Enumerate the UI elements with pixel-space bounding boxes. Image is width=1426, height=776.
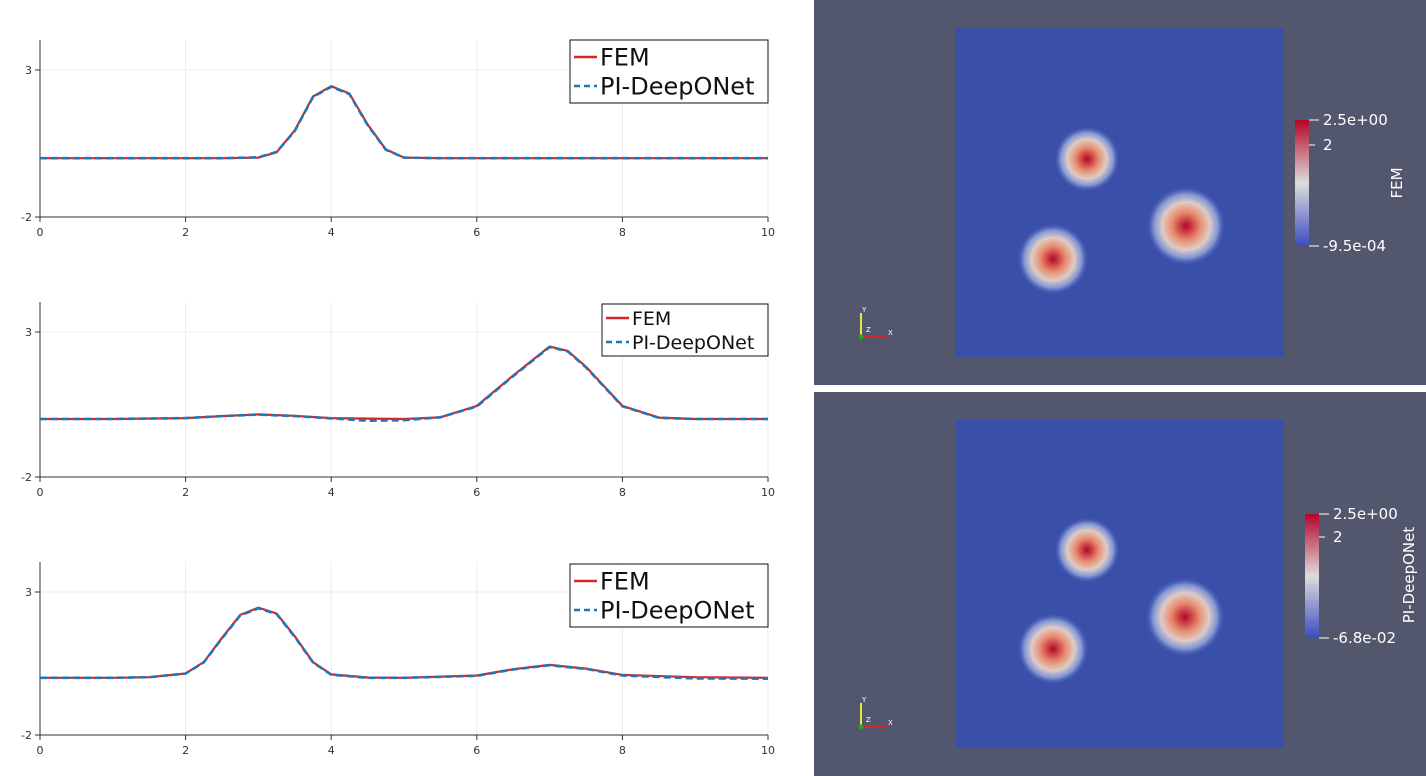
legend-label: PI-DeepONet xyxy=(632,332,754,354)
pideeponet-series-line xyxy=(40,85,768,160)
pideeponet-series-line xyxy=(40,345,768,423)
colorbar-mid-label: 2 xyxy=(1333,528,1343,546)
y-tick-label: -2 xyxy=(21,729,32,742)
x-tick-label: 2 xyxy=(182,744,189,757)
x-tick-label: 0 xyxy=(37,226,44,239)
axis-x-label: X xyxy=(888,719,893,727)
legend-box xyxy=(569,39,769,104)
legend-label: FEM xyxy=(600,44,650,72)
pideeponet-series-line xyxy=(40,606,769,681)
axis-y-label: Y xyxy=(861,696,867,704)
x-tick-label: 0 xyxy=(37,744,44,757)
colorbar-mid-label: 2 xyxy=(1323,136,1333,154)
legend-box xyxy=(569,563,769,628)
orientation-axes-widget: Y Z X xyxy=(858,306,893,340)
heatmap-hotspot xyxy=(1017,613,1089,685)
legend-label: FEM xyxy=(632,308,671,330)
axis-x-label: X xyxy=(888,329,893,337)
x-tick-label: 8 xyxy=(619,744,626,757)
x-tick-label: 10 xyxy=(761,744,775,757)
axis-y-label: Y xyxy=(861,306,867,314)
heatmap-hotspot xyxy=(1017,223,1089,295)
heatmap-hotspot xyxy=(1146,186,1226,266)
fem-heatmap-svg: 2.5e+00 2 -9.5e-04 FEM Y Z X xyxy=(858,28,1406,357)
y-tick-label: 3 xyxy=(25,326,32,339)
x-tick-label: 2 xyxy=(182,226,189,239)
view-separator xyxy=(814,385,1426,392)
x-tick-label: 8 xyxy=(619,226,626,239)
orientation-axes-widget: Y Z X xyxy=(858,696,893,730)
axis-z-label: Z xyxy=(866,716,871,724)
fem-heatmap-view[interactable]: 2.5e+00 2 -9.5e-04 FEM Y Z X xyxy=(814,0,1426,385)
colorbar xyxy=(1305,514,1319,638)
legend-box xyxy=(601,303,769,357)
y-tick-label: -2 xyxy=(21,471,32,484)
x-tick-label: 4 xyxy=(328,744,335,757)
x-tick-label: 4 xyxy=(328,226,335,239)
heatmap-hotspot xyxy=(1145,577,1225,657)
legend-label: PI-DeepONet xyxy=(600,73,754,101)
legend-label: PI-DeepONet xyxy=(600,597,754,625)
x-tick-label: 6 xyxy=(473,744,480,757)
y-tick-label: -2 xyxy=(21,211,32,224)
heatmap-hotspot xyxy=(1054,517,1120,583)
colorbar-min-label: -9.5e-04 xyxy=(1323,237,1386,255)
colorbar-title: FEM xyxy=(1388,167,1406,198)
heatmap-hotspot xyxy=(1054,126,1120,192)
x-tick-label: 0 xyxy=(37,486,44,499)
colorbar-title: PI-DeepONet xyxy=(1400,527,1418,624)
fem-series-line xyxy=(40,345,768,421)
heatmap-domain xyxy=(956,420,1284,748)
x-tick-label: 2 xyxy=(182,486,189,499)
legend-label: FEM xyxy=(600,568,650,596)
heatmap-domain xyxy=(955,28,1284,357)
axis-z-dot xyxy=(858,334,864,340)
y-tick-label: 3 xyxy=(25,64,32,77)
y-tick-label: 3 xyxy=(25,586,32,599)
x-tick-label: 4 xyxy=(328,486,335,499)
pideeponet-heatmap-view[interactable]: 2.5e+00 2 -6.8e-02 PI-DeepONet Y Z X xyxy=(814,392,1426,776)
colorbar-max-label: 2.5e+00 xyxy=(1333,505,1398,523)
x-tick-label: 10 xyxy=(761,486,775,499)
x-tick-label: 6 xyxy=(473,226,480,239)
axis-z-dot xyxy=(858,724,864,730)
colorbar-max-label: 2.5e+00 xyxy=(1323,111,1388,129)
x-tick-label: 10 xyxy=(761,226,775,239)
colorbar-min-label: -6.8e-02 xyxy=(1333,629,1396,647)
colorbar xyxy=(1295,120,1309,246)
axis-z-label: Z xyxy=(866,326,871,334)
x-tick-label: 8 xyxy=(619,486,626,499)
x-tick-label: 6 xyxy=(473,486,480,499)
